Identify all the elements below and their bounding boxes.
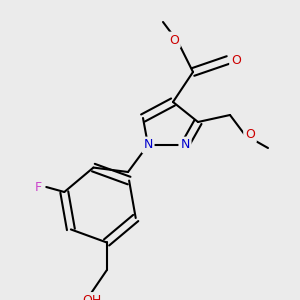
- Text: OH: OH: [82, 294, 101, 300]
- Text: N: N: [143, 139, 153, 152]
- Text: N: N: [180, 139, 190, 152]
- Text: O: O: [245, 128, 255, 142]
- Text: F: F: [35, 181, 42, 194]
- Text: O: O: [169, 34, 179, 46]
- Text: O: O: [231, 53, 241, 67]
